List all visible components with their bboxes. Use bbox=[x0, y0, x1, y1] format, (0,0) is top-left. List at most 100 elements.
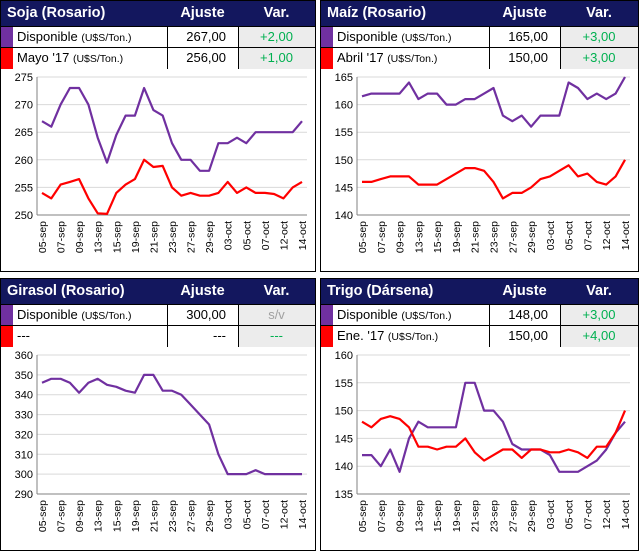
y-tick-label: 145 bbox=[335, 433, 353, 445]
ajuste-value: 300,00 bbox=[186, 307, 226, 322]
x-tick-label: 21-sep bbox=[148, 500, 160, 532]
y-tick-label: 135 bbox=[335, 489, 353, 501]
column-header-ajuste: Ajuste bbox=[502, 283, 547, 299]
var-cell-background bbox=[560, 326, 638, 347]
x-tick-label: 14-oct bbox=[620, 500, 632, 529]
x-tick-label: 07-oct bbox=[260, 221, 272, 250]
row-label-unit: (U$S/Ton.) bbox=[81, 32, 132, 44]
x-tick-label: 29-sep bbox=[204, 221, 216, 253]
column-divider bbox=[167, 48, 168, 69]
x-tick-label: 19-sep bbox=[130, 500, 142, 532]
x-tick-label: 14-oct bbox=[620, 221, 632, 250]
x-tick-label: 19-sep bbox=[451, 500, 463, 532]
y-tick-label: 350 bbox=[15, 370, 33, 382]
row-label-name: Disponible bbox=[337, 307, 398, 322]
x-tick-label: 12-oct bbox=[601, 221, 613, 250]
var-value: +4,00 bbox=[582, 328, 616, 343]
ajuste-value: 150,00 bbox=[508, 328, 548, 343]
x-tick-label: 12-oct bbox=[278, 221, 290, 250]
y-tick-label: 160 bbox=[335, 100, 353, 112]
column-divider bbox=[238, 48, 239, 69]
x-tick-label: 07-sep bbox=[376, 221, 388, 253]
var-value: --- bbox=[270, 328, 283, 343]
column-divider bbox=[167, 326, 168, 347]
var-value: +2,00 bbox=[260, 29, 293, 44]
row-label-unit: (U$S/Ton.) bbox=[72, 53, 124, 65]
x-tick-label: 23-sep bbox=[167, 221, 179, 253]
x-tick-label: 09-sep bbox=[395, 221, 407, 253]
y-tick-label: 360 bbox=[15, 350, 33, 362]
y-tick-label: 255 bbox=[15, 182, 33, 194]
var-cell-background bbox=[560, 305, 638, 326]
y-tick-label: 340 bbox=[15, 390, 33, 402]
row-label: Disponible (U$S/Ton.) bbox=[17, 307, 132, 322]
x-tick-label: 07-sep bbox=[56, 221, 68, 253]
y-tick-label: 140 bbox=[335, 210, 353, 222]
row-label: Ene. '17 (U$S/Ton.) bbox=[337, 328, 438, 343]
x-tick-label: 12-oct bbox=[601, 500, 613, 529]
quote-row: Disponible (U$S/Ton.) 300,00 s/v bbox=[1, 304, 315, 326]
var-value: +3,00 bbox=[582, 29, 616, 44]
y-tick-label: 290 bbox=[15, 489, 33, 501]
x-tick-label: 23-sep bbox=[489, 221, 501, 253]
column-header-var: Var. bbox=[263, 5, 290, 21]
series-line-0 bbox=[41, 86, 303, 172]
ajuste-value: 267,00 bbox=[186, 29, 226, 44]
x-tick-label: 14-oct bbox=[297, 221, 309, 250]
x-tick-label: 15-sep bbox=[432, 221, 444, 253]
x-tick-label: 05-oct bbox=[564, 500, 576, 529]
var-cell-background bbox=[238, 305, 315, 326]
row-label-unit: (U$S/Ton.) bbox=[401, 32, 452, 44]
panel-title: Girasol (Rosario) bbox=[7, 283, 125, 299]
panel-header: Maíz (Rosario) Ajuste Var. bbox=[321, 1, 638, 26]
x-tick-label: 05-oct bbox=[564, 221, 576, 250]
row-label: Disponible (U$S/Ton.) bbox=[17, 29, 132, 44]
y-tick-label: 160 bbox=[335, 350, 353, 362]
var-cell-background bbox=[238, 326, 315, 347]
series-swatch bbox=[321, 326, 333, 347]
column-divider bbox=[489, 27, 490, 48]
quote-row: Disponible (U$S/Ton.) 165,00 +3,00 bbox=[321, 26, 638, 48]
column-divider bbox=[238, 27, 239, 48]
column-header-ajuste: Ajuste bbox=[180, 283, 225, 299]
x-tick-label: 19-sep bbox=[130, 221, 142, 253]
y-tick-label: 140 bbox=[335, 461, 353, 473]
x-tick-label: 13-sep bbox=[413, 500, 425, 532]
x-tick-label: 05-sep bbox=[37, 500, 49, 532]
x-tick-label: 27-sep bbox=[186, 221, 198, 253]
column-header-var: Var. bbox=[263, 283, 290, 299]
x-tick-label: 13-sep bbox=[413, 221, 425, 253]
line-chart: 290 300 310 320 330 340 350 360 05-sep 07-sep 09-s… bbox=[15, 350, 309, 532]
row-label-unit: (U$S/Ton.) bbox=[401, 310, 452, 322]
ajuste-value: --- bbox=[213, 328, 226, 343]
y-tick-label: 275 bbox=[15, 72, 33, 84]
row-label: Disponible (U$S/Ton.) bbox=[337, 307, 452, 322]
x-tick-label: 03-oct bbox=[223, 221, 235, 250]
x-tick-label: 29-sep bbox=[204, 500, 216, 532]
panel-header: Soja (Rosario) Ajuste Var. bbox=[1, 1, 315, 26]
series-line-0 bbox=[41, 373, 302, 476]
panel-soja: Soja (Rosario) Ajuste Var. Disponible (U$S/… bbox=[0, 0, 316, 272]
y-tick-label: 150 bbox=[335, 406, 353, 418]
x-tick-label: 15-sep bbox=[111, 500, 123, 532]
panel-maiz: Maíz (Rosario) Ajuste Var. Disponible (U$S/… bbox=[320, 0, 639, 272]
ajuste-value: 150,00 bbox=[508, 50, 548, 65]
row-label-name: Disponible bbox=[337, 29, 398, 44]
var-value: s/v bbox=[268, 307, 285, 322]
series-line-0 bbox=[362, 381, 626, 473]
x-tick-label: 19-sep bbox=[451, 221, 463, 253]
x-tick-label: 23-sep bbox=[167, 500, 179, 532]
series-swatch bbox=[1, 48, 13, 69]
y-tick-label: 300 bbox=[15, 469, 33, 481]
quote-row: Disponible (U$S/Ton.) 148,00 +3,00 bbox=[321, 304, 638, 326]
panel-header: Girasol (Rosario) Ajuste Var. bbox=[1, 279, 315, 304]
x-tick-label: 05-oct bbox=[241, 221, 253, 250]
ajuste-value: 165,00 bbox=[508, 29, 548, 44]
x-tick-label: 29-sep bbox=[526, 500, 538, 532]
var-value: +3,00 bbox=[582, 50, 616, 65]
x-tick-label: 27-sep bbox=[507, 221, 519, 253]
column-divider bbox=[560, 305, 561, 326]
series-swatch bbox=[321, 27, 333, 48]
quote-row: Disponible (U$S/Ton.) 267,00 +2,00 bbox=[1, 26, 315, 48]
column-divider bbox=[489, 305, 490, 326]
